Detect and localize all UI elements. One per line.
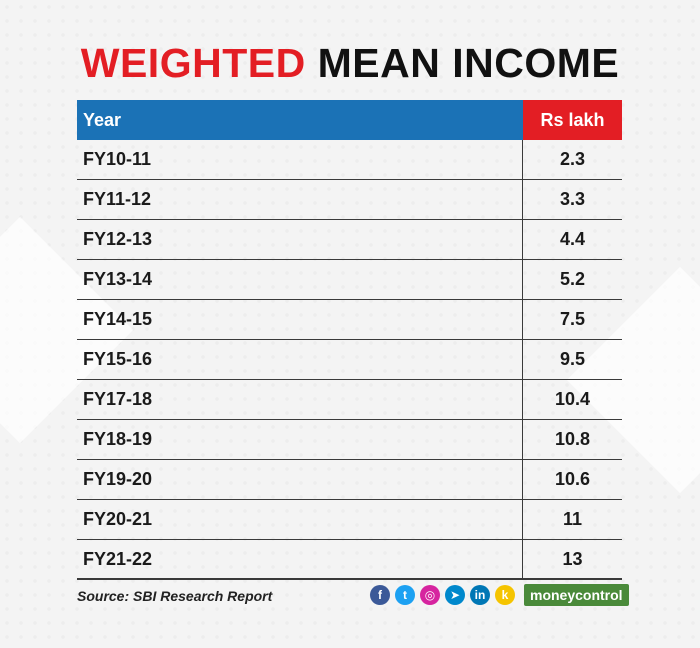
cell-value: 13	[562, 548, 583, 569]
cell-year: FY21-22	[77, 540, 523, 578]
cell-value: 10.4	[554, 389, 591, 409]
table-row: FY14-15 7.5	[77, 300, 622, 340]
cell-year: FY11-12	[77, 180, 523, 219]
cell-year: FY18-19	[77, 420, 523, 459]
table-row: FY12-13 4.4	[77, 220, 622, 260]
cell-year: FY20-21	[77, 500, 523, 539]
cell-value: 4.4	[559, 229, 586, 249]
page-title: WEIGHTED MEAN INCOME	[0, 40, 700, 87]
cell-value: 5.2	[559, 269, 586, 289]
table-row: FY18-19 10.8	[77, 420, 622, 460]
koo-icon[interactable]: k	[495, 585, 515, 605]
social-icons: f t ◎ ➤ in k moneycontrol	[370, 584, 629, 606]
cell-year: FY12-13	[77, 220, 523, 259]
table-header: Year Rs lakh	[77, 100, 622, 140]
cell-year: FY15-16	[77, 340, 523, 379]
cell-year: FY17-18	[77, 380, 523, 419]
facebook-icon[interactable]: f	[370, 585, 390, 605]
linkedin-icon[interactable]: in	[470, 585, 490, 605]
cell-year: FY14-15	[77, 300, 523, 339]
header-year: Year	[77, 100, 523, 140]
table-body: FY10-11 2.3 FY11-12 3.3 FY12-13 4.4 FY13-14 5.2…	[77, 140, 622, 580]
brand-logo: moneycontrol	[524, 584, 629, 606]
table-row: FY11-12 3.3	[77, 180, 622, 220]
cell-value: 3.3	[559, 189, 586, 209]
table-row: FY21-22 13	[77, 540, 622, 580]
cell-value: 9.5	[559, 349, 586, 369]
table-row: FY15-16 9.5	[77, 340, 622, 380]
cell-value: 7.5	[559, 309, 586, 329]
header-value: Rs lakh	[523, 100, 622, 140]
cell-value: 2.3	[559, 149, 586, 169]
cell-value: 10.6	[554, 469, 591, 489]
table-row: FY17-18 10.4	[77, 380, 622, 420]
title-rest: MEAN INCOME	[317, 40, 620, 86]
cell-year: FY10-11	[77, 140, 523, 179]
twitter-icon[interactable]: t	[395, 585, 415, 605]
instagram-icon[interactable]: ◎	[420, 585, 440, 605]
telegram-icon[interactable]: ➤	[445, 585, 465, 605]
title-highlight: WEIGHTED	[80, 40, 306, 86]
data-table: Year Rs lakh FY10-11 2.3 FY11-12 3.3 FY12-13…	[77, 100, 622, 580]
table-row: FY20-21 11	[77, 500, 622, 540]
cell-value: 10.8	[554, 429, 591, 449]
table-row: FY19-20 10.6	[77, 460, 622, 500]
cell-year: FY13-14	[77, 260, 523, 299]
cell-value: 11	[562, 509, 583, 529]
cell-year: FY19-20	[77, 460, 523, 499]
source-note: Source: SBI Research Report	[77, 588, 273, 604]
table-row: FY13-14 5.2	[77, 260, 622, 300]
table-row: FY10-11 2.3	[77, 140, 622, 180]
